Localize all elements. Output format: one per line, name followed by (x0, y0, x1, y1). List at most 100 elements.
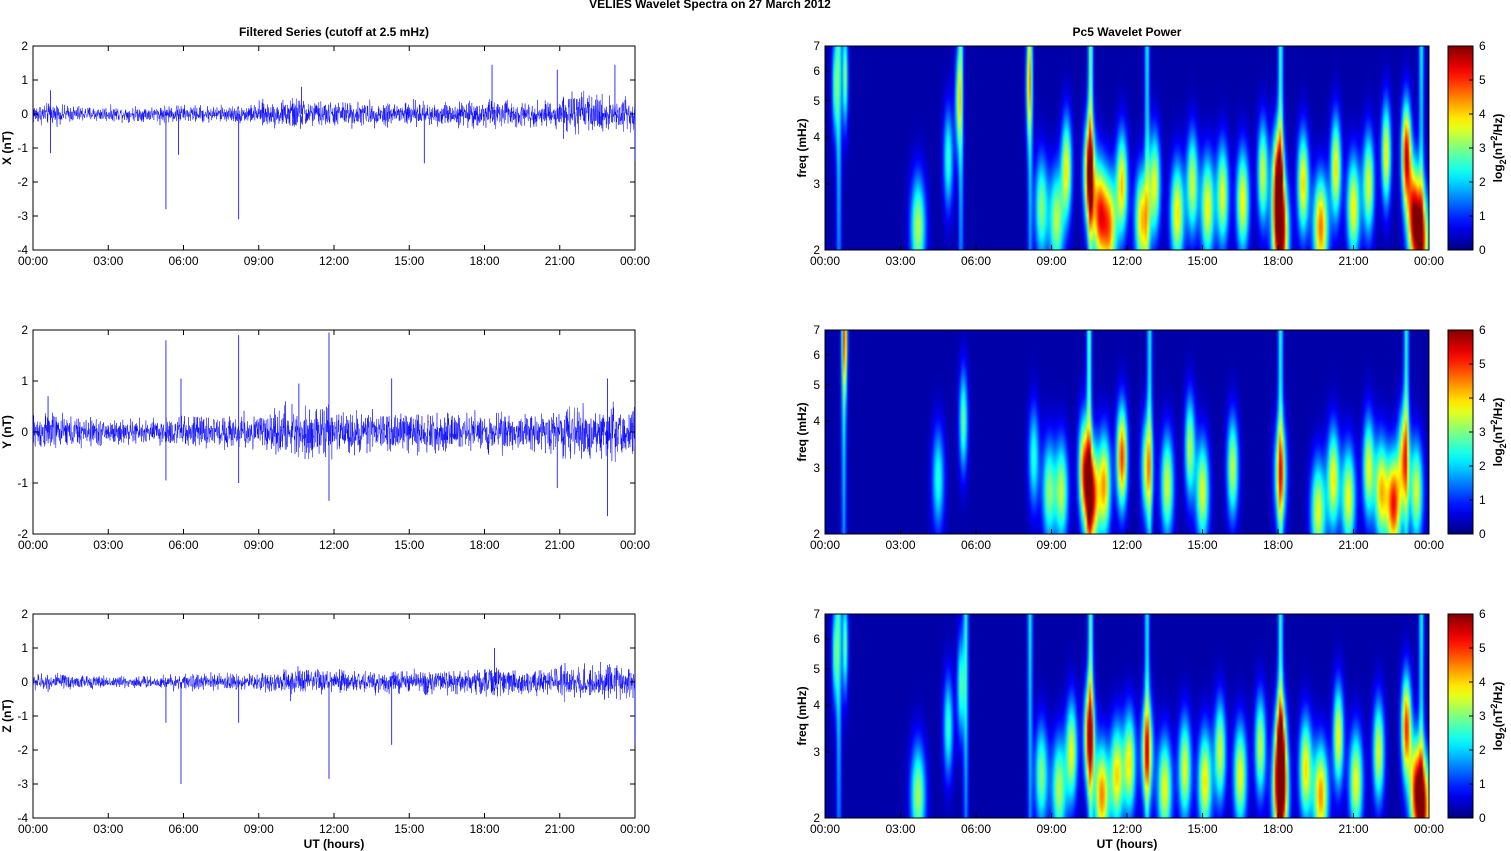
y-tick-label: 5 (813, 662, 820, 676)
x-tick-label: 15:00 (394, 538, 424, 552)
x-tick-label: 12:00 (319, 254, 349, 268)
y-axis-label: X (nT) (0, 131, 14, 165)
x-tick-label: 03:00 (93, 822, 123, 836)
colorbar-tick-label: 5 (1479, 641, 1486, 655)
y-tick-label: -4 (17, 243, 28, 257)
x-tick-label: 12:00 (1112, 822, 1142, 836)
x-tick-label: 18:00 (1263, 822, 1293, 836)
colorbar-tick-label: 2 (1479, 175, 1486, 189)
x-tick-label: 21:00 (1338, 254, 1368, 268)
x-tick-label: 00:00 (18, 538, 48, 552)
x-tick-label: 12:00 (319, 538, 349, 552)
x-tick-label: 09:00 (1036, 254, 1066, 268)
x-tick-label: 06:00 (168, 254, 198, 268)
right-column-title: Pc5 Wavelet Power (1073, 25, 1182, 39)
plot-area (32, 45, 636, 251)
x-tick-label: 21:00 (1338, 822, 1368, 836)
colorbar-label: log2(nT2/Hz) (1489, 114, 1508, 183)
y-axis-label: freq (mHz) (795, 686, 809, 745)
x-tick-label: 00:00 (1414, 538, 1444, 552)
x-tick-label: 21:00 (545, 538, 575, 552)
y-axis-label: freq (mHz) (795, 118, 809, 177)
y-tick-label: -1 (17, 709, 28, 723)
colorbar-tick-label: 1 (1479, 209, 1486, 223)
colorbar (1447, 613, 1474, 819)
x-axis-label: UT (hours) (304, 837, 365, 851)
x-axis-label: UT (hours) (1097, 837, 1158, 851)
wavelet-power-heatmap (825, 330, 1429, 534)
colorbar-tick-label: 6 (1479, 39, 1486, 53)
y-tick-label: 0 (21, 425, 28, 439)
series-panel-x: -4 -3 -2 -1 0 1 2 00:00 03:00 06:00 09:00 12:00 15:0… (0, 39, 650, 268)
y-tick-label: 1 (21, 73, 28, 87)
colorbar-tick-label: 5 (1479, 73, 1486, 87)
x-tick-label: 15:00 (1187, 538, 1217, 552)
colorbar-tick-label: 0 (1479, 811, 1486, 825)
signal-trace (32, 662, 636, 703)
left-column-title: Filtered Series (cutoff at 2.5 mHz) (239, 25, 429, 39)
colorbar-tick-label: 0 (1479, 243, 1486, 257)
y-tick-label: -2 (17, 527, 28, 541)
x-tick-label: 00:00 (810, 822, 840, 836)
x-tick-label: 18:00 (469, 538, 499, 552)
x-tick-label: 09:00 (1036, 822, 1066, 836)
x-tick-label: 18:00 (1263, 538, 1293, 552)
colorbar-tick-label: 4 (1479, 107, 1486, 121)
wavelet-power-heatmap (825, 46, 1429, 250)
y-tick-label: -3 (17, 209, 28, 223)
x-tick-label: 09:00 (244, 538, 274, 552)
colorbar-tick-label: 4 (1479, 391, 1486, 405)
y-tick-label: -4 (17, 811, 28, 825)
x-tick-label: 15:00 (394, 822, 424, 836)
plot-area (32, 613, 636, 819)
colorbar-tick-label: 1 (1479, 493, 1486, 507)
x-tick-label: 21:00 (1338, 538, 1368, 552)
colorbar-label: log2(nT2/Hz) (1489, 398, 1508, 467)
y-tick-label: 3 (813, 745, 820, 759)
x-tick-label: 15:00 (1187, 254, 1217, 268)
y-tick-label: 2 (21, 39, 28, 53)
x-tick-label: 00:00 (810, 254, 840, 268)
x-tick-label: 00:00 (18, 822, 48, 836)
wavelet-power-panels: 2 3 4 5 6 7 00:00 03:00 06:00 09:00 12:00 15:00 18:0… (795, 39, 1508, 851)
x-tick-label: 12:00 (1112, 254, 1142, 268)
y-tick-label: 2 (21, 607, 28, 621)
x-tick-label: 06:00 (168, 822, 198, 836)
colorbar-tick-label: 1 (1479, 777, 1486, 791)
y-tick-label: 2 (813, 243, 820, 257)
colorbar-tick-label: 5 (1479, 357, 1486, 371)
y-tick-label: 6 (813, 632, 820, 646)
x-tick-label: 03:00 (93, 254, 123, 268)
colorbar-tick-label: 3 (1479, 425, 1486, 439)
x-tick-label: 00:00 (1414, 822, 1444, 836)
y-tick-label: 0 (21, 107, 28, 121)
y-axis-label: freq (mHz) (795, 402, 809, 461)
x-tick-label: 12:00 (319, 822, 349, 836)
y-tick-label: 3 (813, 461, 820, 475)
wavelet-power-heatmap (825, 614, 1429, 818)
figure-title: VELIES Wavelet Spectra on 27 March 2012 (589, 0, 831, 11)
colorbar-tick-label: 4 (1479, 675, 1486, 689)
y-tick-label: 6 (813, 64, 820, 78)
y-tick-label: 0 (21, 675, 28, 689)
x-tick-label: 03:00 (885, 822, 915, 836)
y-tick-label: 4 (813, 130, 820, 144)
x-tick-label: 18:00 (469, 822, 499, 836)
y-tick-label: 5 (813, 94, 820, 108)
y-tick-label: -1 (17, 141, 28, 155)
x-tick-label: 03:00 (885, 538, 915, 552)
colorbar-tick-label: 2 (1479, 459, 1486, 473)
x-tick-label: 18:00 (469, 254, 499, 268)
y-tick-label: -2 (17, 175, 28, 189)
signal-trace (32, 401, 636, 462)
x-tick-label: 00:00 (1414, 254, 1444, 268)
x-tick-label: 15:00 (394, 254, 424, 268)
y-tick-label: 1 (21, 374, 28, 388)
y-tick-label: 3 (813, 177, 820, 191)
y-tick-label: -3 (17, 777, 28, 791)
wavelet-panel-x: 2 3 4 5 6 7 00:00 03:00 06:00 09:00 12:00 15:00 18:0… (795, 39, 1508, 268)
y-tick-label: 4 (813, 414, 820, 428)
y-axis-label: Z (nT) (0, 699, 14, 732)
x-tick-label: 21:00 (545, 822, 575, 836)
wavelet-panel-y: 2 3 4 5 6 7 00:00 03:00 06:00 09:00 12:00 15:00 18:0… (795, 323, 1508, 552)
